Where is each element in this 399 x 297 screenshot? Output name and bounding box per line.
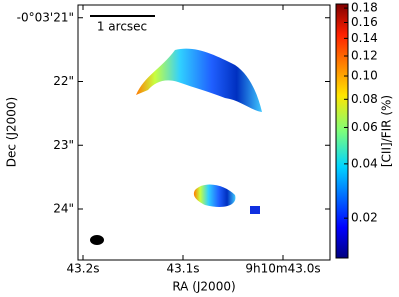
- colorbar-tick-label: 0.06: [351, 120, 378, 134]
- colorbar-tick-label: 0.02: [351, 211, 378, 225]
- colorbar-tick-label: 0.14: [351, 31, 378, 45]
- emission-region: [250, 206, 260, 214]
- scale-bar-label: 1 arcsec: [97, 20, 147, 34]
- beam: [90, 235, 104, 245]
- y-tick-label: 24": [53, 202, 74, 216]
- y-axis-label: Dec (J2000): [5, 97, 19, 167]
- emission-region: [193, 184, 236, 207]
- colorbar-tick-label: 0.16: [351, 15, 378, 29]
- colorbar-tick-label: 0.10: [351, 69, 378, 83]
- y-tick-label: -0°03'21": [17, 10, 74, 24]
- emission-region: [136, 48, 262, 112]
- x-tick-label: 9h10m43.0s: [245, 262, 320, 276]
- colorbar-tick-label: 0.12: [351, 49, 378, 63]
- colorbar-label: [CII]/FIR (%): [380, 95, 394, 167]
- x-tick-label: 43.2s: [67, 262, 100, 276]
- y-tick-label: 23": [53, 138, 74, 152]
- colorbar: [335, 3, 349, 259]
- colorbar-tick-label: 0.18: [351, 1, 378, 15]
- colorbar-tick-label: 0.08: [351, 92, 378, 106]
- colorbar-tick-label: 0.04: [351, 156, 378, 170]
- y-tick-label: 22": [53, 74, 74, 88]
- x-axis-label: RA (J2000): [172, 280, 235, 294]
- x-tick-label: 43.1s: [167, 262, 200, 276]
- plot-area: [77, 4, 331, 261]
